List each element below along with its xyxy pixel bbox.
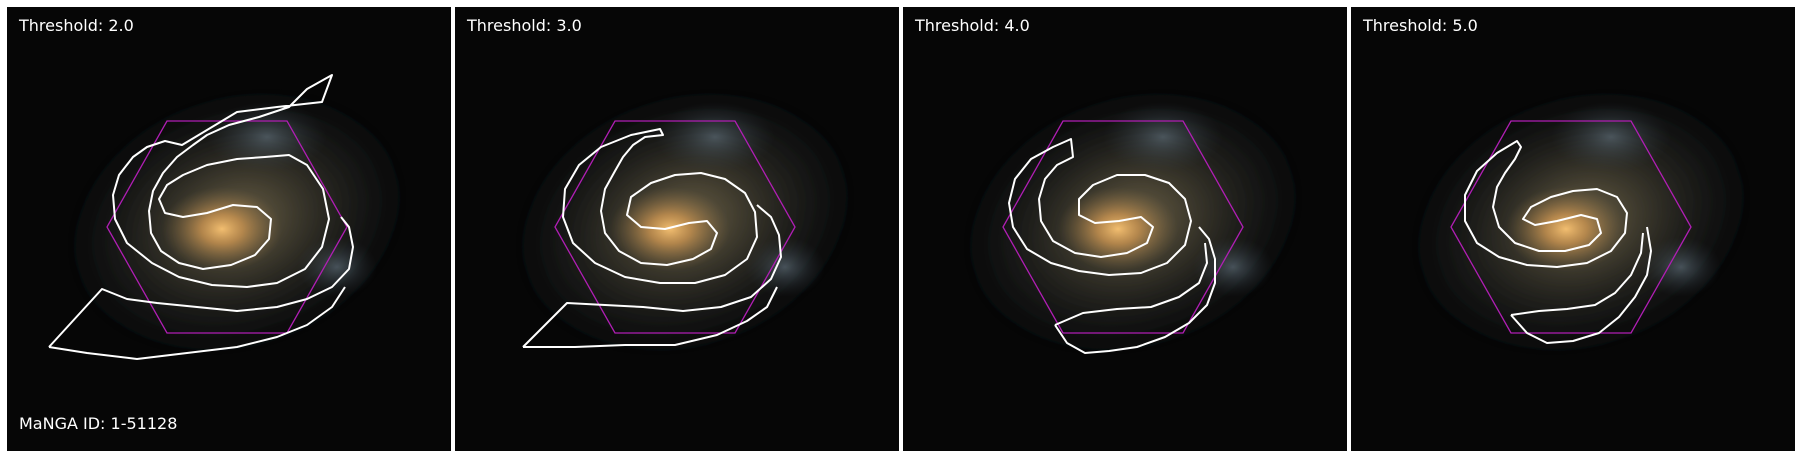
threshold-label: Threshold: 2.0: [19, 16, 134, 35]
galaxy-panel-threshold-2: Threshold: 2.0 MaNGA ID: 1-51128: [7, 7, 451, 451]
threshold-label: Threshold: 4.0: [915, 16, 1030, 35]
threshold-label: Threshold: 5.0: [1363, 16, 1478, 35]
ifu-hexagon: [554, 120, 796, 334]
threshold-contour: [1008, 138, 1216, 354]
galaxy-panel-threshold-4: Threshold: 4.0: [903, 7, 1347, 451]
ifu-hexagon: [1002, 120, 1244, 334]
threshold-label: Threshold: 3.0: [467, 16, 582, 35]
galaxy-image: [7, 7, 451, 451]
threshold-contour: [1464, 140, 1652, 344]
galaxy-image: [1351, 7, 1795, 451]
manga-id-label: MaNGA ID: 1-51128: [19, 414, 178, 433]
galaxy-image: [903, 7, 1347, 451]
threshold-contour: [522, 128, 782, 348]
galaxy-panel-threshold-3: Threshold: 3.0: [455, 7, 899, 451]
galaxy-panel-threshold-5: Threshold: 5.0: [1351, 7, 1795, 451]
ifu-hexagon: [1450, 120, 1692, 334]
threshold-contour: [48, 74, 354, 360]
galaxy-image: [455, 7, 899, 451]
